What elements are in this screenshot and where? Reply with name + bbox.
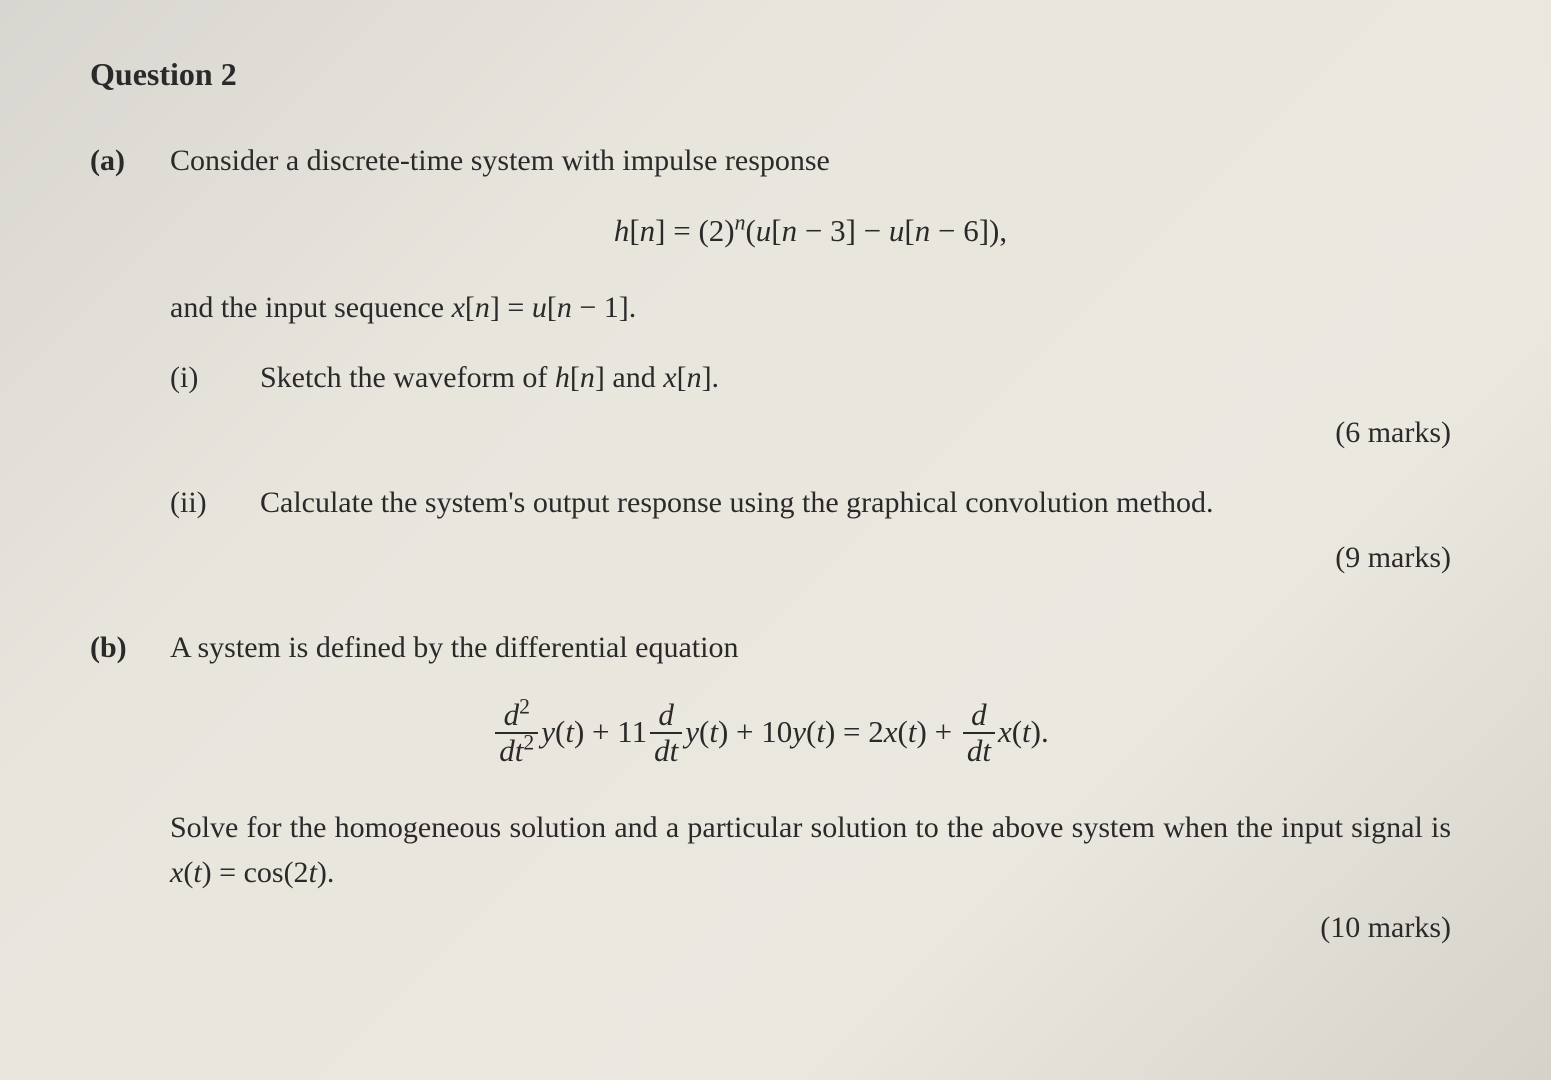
frac-ddt-1: d dt	[650, 698, 682, 768]
part-b-marks: (10 marks)	[90, 905, 1451, 950]
subpart-a-ii-label: (ii)	[170, 480, 260, 525]
part-b-intro: A system is defined by the differential …	[170, 625, 1451, 670]
part-a: (a) Consider a discrete-time system with…	[90, 138, 1451, 595]
subpart-a-i: (i) Sketch the waveform of h[n] and x[n]…	[170, 355, 1451, 400]
part-a-body: Consider a discrete-time system with imp…	[170, 138, 1451, 595]
part-b-solve-prefix: Solve for the homogeneous solution and a…	[170, 811, 1451, 844]
question-title: Question 2	[90, 50, 1451, 98]
part-b-label: (b)	[90, 625, 170, 670]
part-b: (b) A system is defined by the different…	[90, 625, 1451, 670]
equation-diff: d2 dt2 y(t) + 11 d dt y(t) + 10y(t) = 2x…	[90, 700, 1451, 770]
subpart-a-ii: (ii) Calculate the system's output respo…	[170, 480, 1451, 525]
subpart-a-i-prefix: Sketch the waveform of	[260, 361, 555, 394]
subpart-a-ii-body: Calculate the system's output response u…	[260, 480, 1451, 525]
subpart-a-i-label: (i)	[170, 355, 260, 400]
exam-page: Question 2 (a) Consider a discrete-time …	[0, 0, 1551, 1015]
part-a-intro: Consider a discrete-time system with imp…	[170, 138, 1451, 183]
equation-h: h[n] = (2)n(u[n − 3] − u[n − 6]),	[170, 208, 1451, 255]
part-a-input-seq: and the input sequence x[n] = u[n − 1].	[170, 285, 1451, 330]
subpart-a-ii-marks: (9 marks)	[170, 535, 1451, 580]
subpart-a-i-body: Sketch the waveform of h[n] and x[n].	[260, 355, 1451, 400]
frac-d2dt2: d2 dt2	[495, 698, 538, 768]
part-b-solve: Solve for the homogeneous solution and a…	[170, 805, 1451, 895]
part-a-label: (a)	[90, 138, 170, 183]
subpart-a-i-marks: (6 marks)	[170, 410, 1451, 455]
subpart-a-i-mid: and	[605, 361, 663, 394]
part-b-body: A system is defined by the differential …	[170, 625, 1451, 670]
frac-ddt-2: d dt	[963, 698, 995, 768]
input-seq-prefix: and the input sequence	[170, 291, 452, 324]
